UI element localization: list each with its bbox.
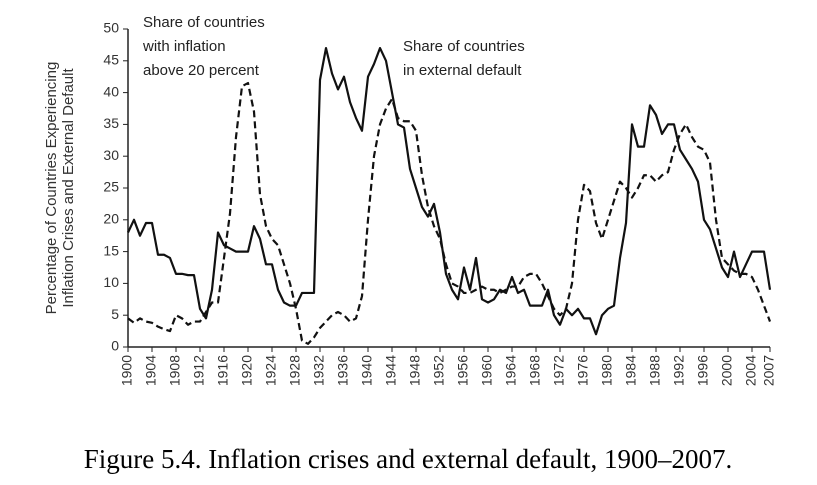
y-tick-label: 40 — [103, 83, 119, 99]
y-tick-label: 45 — [103, 52, 119, 68]
y-tick-label: 15 — [103, 242, 119, 258]
x-tick-label: 1904 — [143, 355, 159, 386]
x-tick-label: 1972 — [551, 355, 567, 386]
series-line — [127, 81, 772, 345]
y-tick-label: 10 — [103, 274, 119, 290]
y-tick-label: 0 — [111, 338, 119, 354]
x-tick-label: 1976 — [575, 355, 591, 386]
x-tick-label: 1940 — [359, 355, 375, 386]
x-tick-label: 1968 — [527, 355, 543, 386]
annotation: Share of countries — [143, 14, 265, 31]
x-tick-label: 1928 — [287, 355, 303, 386]
y-tick-label: 50 — [103, 20, 119, 36]
annotation: Share of countries — [403, 38, 525, 55]
x-tick-label: 1952 — [431, 355, 447, 386]
x-tick-label: 2007 — [761, 355, 777, 386]
series-line — [127, 46, 772, 336]
x-tick-label: 1956 — [455, 355, 471, 386]
x-tick-label: 2000 — [719, 355, 735, 386]
y-tick-label: 30 — [103, 147, 119, 163]
x-tick-label: 1980 — [599, 355, 615, 386]
y-tick-label: 5 — [111, 306, 119, 322]
annotation: above 20 percent — [143, 62, 260, 79]
x-tick-label: 1960 — [479, 355, 495, 386]
x-tick-label: 2004 — [743, 355, 759, 386]
caption: Figure 5.4. Inflation crises and externa… — [84, 444, 733, 474]
x-tick-label: 1924 — [263, 355, 279, 386]
y-tick-label: 20 — [103, 211, 119, 227]
x-tick-label: 1916 — [215, 355, 231, 386]
x-tick-label: 1920 — [239, 355, 255, 386]
x-tick-label: 1996 — [695, 355, 711, 386]
y-axis-label: Percentage of Countries Experiencing — [43, 62, 60, 315]
x-tick-label: 1964 — [503, 355, 519, 386]
annotation: in external default — [403, 62, 522, 79]
annotation: with inflation — [142, 38, 226, 55]
y-tick-label: 35 — [103, 115, 119, 131]
x-tick-label: 1988 — [647, 355, 663, 386]
y-axis-label: Inflation Crises and External Default — [60, 68, 77, 308]
x-tick-label: 1948 — [407, 355, 423, 386]
x-tick-label: 1944 — [383, 355, 399, 386]
x-tick-label: 1992 — [671, 355, 687, 386]
y-tick-label: 25 — [103, 179, 119, 195]
x-tick-label: 1900 — [119, 355, 135, 386]
x-tick-label: 1936 — [335, 355, 351, 386]
x-tick-label: 1912 — [191, 355, 207, 386]
x-tick-label: 1932 — [311, 355, 327, 386]
x-tick-label: 1984 — [623, 355, 639, 386]
x-tick-label: 1908 — [167, 355, 183, 386]
